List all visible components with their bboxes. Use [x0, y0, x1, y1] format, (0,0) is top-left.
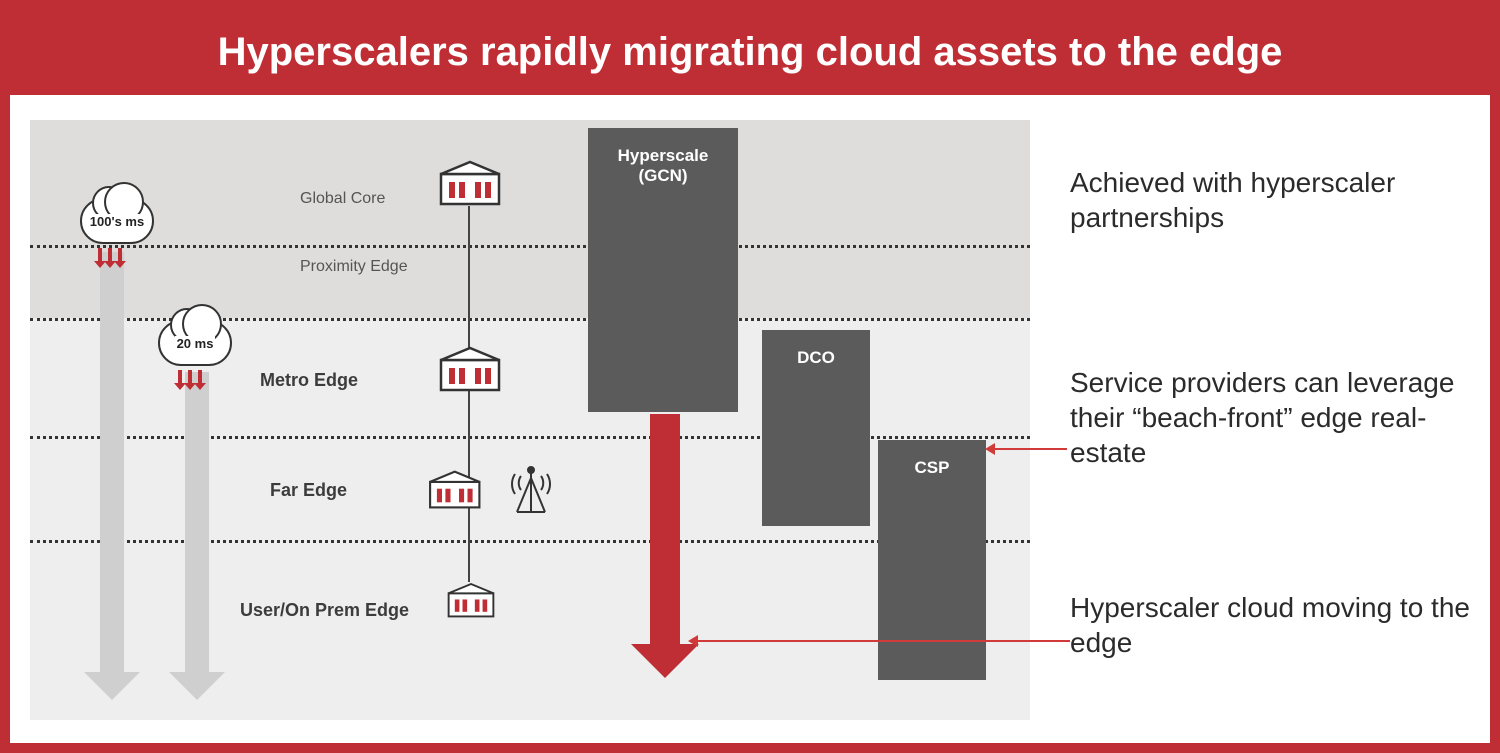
edge-diagram: Global Core Proximity Edge Metro Edge Fa… [30, 120, 1030, 720]
cloud-20ms-arrows [178, 370, 202, 384]
hyperscale-down-arrow [650, 414, 680, 644]
row-label-far: Far Edge [270, 480, 347, 501]
row-label-metro: Metro Edge [260, 370, 358, 391]
cloud-100ms-label: 100's ms [88, 214, 146, 229]
datacenter-icon-metro [435, 346, 505, 399]
row-label-proximity: Proximity Edge [300, 258, 408, 276]
cloud-100ms: 100's ms [80, 198, 154, 244]
cloud-20ms-label: 20 ms [175, 336, 216, 351]
block-dco-label: DCO [797, 348, 835, 526]
block-hyperscale-label: Hyperscale (GCN) [618, 146, 709, 412]
divider-1 [30, 245, 1030, 248]
callout-moving-edge: Hyperscaler cloud moving to the edge [1070, 590, 1470, 660]
datacenter-icon-far [425, 462, 565, 523]
cloud-20ms: 20 ms [158, 320, 232, 366]
top-band [30, 120, 1030, 318]
pointer-to-red-arrow [698, 640, 1070, 642]
block-csp: CSP [878, 440, 986, 680]
latency-arrow-1 [100, 252, 124, 672]
block-dco: DCO [762, 330, 870, 526]
slide-title: Hyperscalers rapidly migrating cloud ass… [218, 30, 1283, 75]
row-label-user: User/On Prem Edge [240, 600, 409, 621]
callout-beachfront: Service providers can leverage their “be… [1070, 365, 1480, 470]
slide-frame: Hyperscalers rapidly migrating cloud ass… [0, 0, 1500, 753]
datacenter-icon-user [444, 582, 498, 625]
cloud-100ms-arrows [98, 248, 122, 262]
callout-partnerships: Achieved with hyperscaler partnerships [1070, 165, 1470, 235]
datacenter-icon-core [435, 160, 505, 213]
block-hyperscale: Hyperscale (GCN) [588, 128, 738, 412]
title-bar: Hyperscalers rapidly migrating cloud ass… [10, 10, 1490, 95]
divider-3 [30, 436, 1030, 439]
block-csp-label: CSP [915, 458, 950, 680]
content-area: Global Core Proximity Edge Metro Edge Fa… [10, 95, 1490, 743]
row-label-global-core: Global Core [300, 190, 385, 208]
pointer-to-csp [995, 448, 1067, 450]
latency-arrow-2 [185, 372, 209, 672]
